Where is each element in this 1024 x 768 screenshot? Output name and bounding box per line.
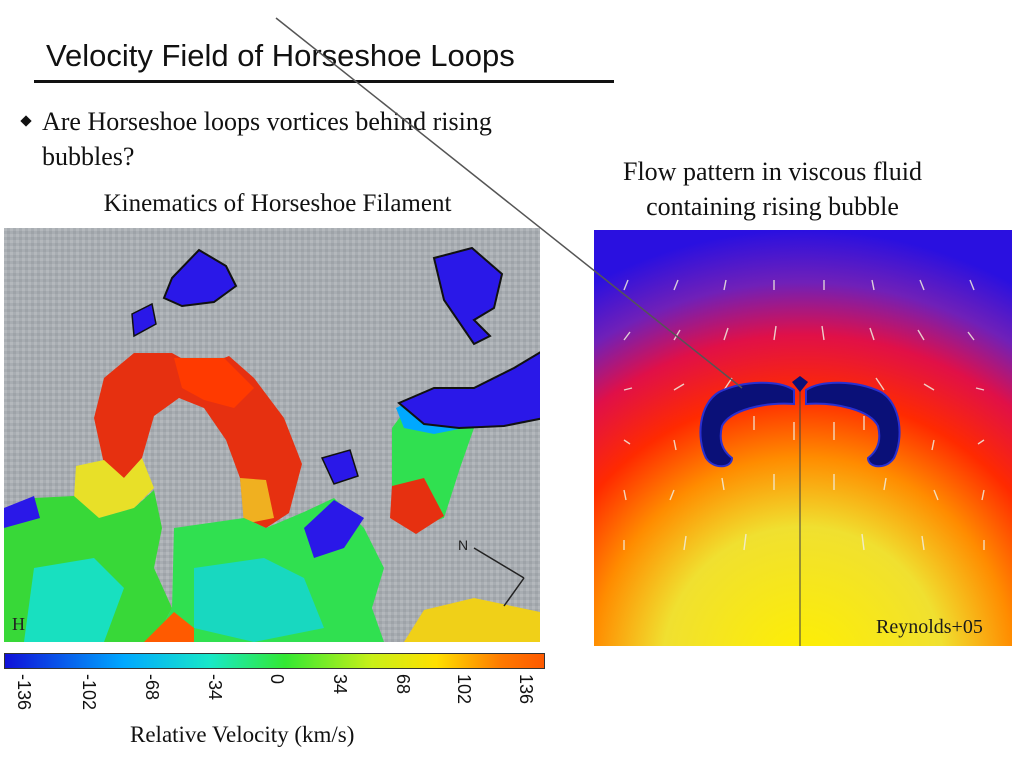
- colorbar-tick: 102: [454, 674, 474, 705]
- colorbar-tick: -102: [79, 674, 99, 711]
- rising-bubble-simulation: [594, 230, 1012, 646]
- colorbar-tick: 68: [393, 674, 413, 695]
- horseshoe-velocity-map: N: [4, 228, 540, 642]
- image-credit: Reynolds+05: [876, 616, 983, 638]
- colorbar-tick: -68: [142, 674, 162, 701]
- left-image-caption: Kinematics of Horseshoe Filament: [103, 190, 452, 217]
- colorbar-tick: 34: [330, 674, 350, 695]
- diamond-bullet-icon: [20, 115, 32, 127]
- colorbar-tick: 136: [516, 674, 536, 705]
- colorbar-tick: -34: [205, 674, 225, 701]
- colorbar-tick: 0: [267, 674, 287, 685]
- bullet-text: Are Horseshoe loops vortices behind risi…: [42, 107, 492, 171]
- left-image-corner-label: H: [12, 614, 25, 634]
- compass-icon: N: [458, 537, 525, 607]
- colorbar-label: Relative Velocity (km/s): [130, 722, 355, 747]
- colorbar-tick: -136: [14, 674, 34, 711]
- right-image-caption: Flow pattern in viscous fluid containing…: [623, 157, 922, 221]
- velocity-colorbar: [4, 653, 545, 669]
- compass-label: N: [458, 537, 468, 553]
- slide-title: Velocity Field of Horseshoe Loops: [46, 38, 515, 73]
- title-underline: [34, 80, 614, 83]
